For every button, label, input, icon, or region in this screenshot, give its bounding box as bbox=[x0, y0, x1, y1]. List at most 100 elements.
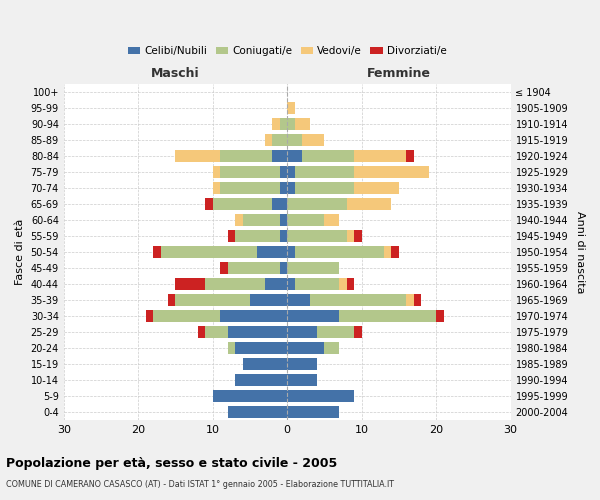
Text: Maschi: Maschi bbox=[151, 68, 200, 80]
Bar bbox=[325, 214, 340, 226]
Bar bbox=[295, 278, 340, 290]
Bar bbox=[220, 310, 287, 322]
Bar bbox=[287, 262, 340, 274]
Bar bbox=[175, 278, 205, 290]
Bar bbox=[227, 406, 287, 418]
Bar bbox=[213, 166, 220, 178]
Bar bbox=[242, 358, 287, 370]
Bar bbox=[287, 102, 295, 114]
Bar bbox=[272, 134, 287, 146]
Bar bbox=[161, 246, 257, 258]
Bar bbox=[227, 262, 280, 274]
Bar bbox=[287, 278, 295, 290]
Bar bbox=[242, 214, 280, 226]
Bar bbox=[354, 150, 406, 162]
Bar bbox=[272, 150, 287, 162]
Bar bbox=[272, 118, 280, 130]
Bar bbox=[235, 230, 280, 242]
Bar bbox=[175, 150, 220, 162]
Bar bbox=[354, 166, 428, 178]
Text: COMUNE DI CAMERANO CASASCO (AT) - Dati ISTAT 1° gennaio 2005 - Elaborazione TUTT: COMUNE DI CAMERANO CASASCO (AT) - Dati I… bbox=[6, 480, 394, 489]
Bar bbox=[272, 198, 287, 210]
Bar bbox=[295, 118, 310, 130]
Bar bbox=[347, 278, 354, 290]
Bar bbox=[406, 150, 414, 162]
Bar bbox=[287, 342, 325, 354]
Bar bbox=[220, 150, 272, 162]
Bar bbox=[175, 294, 250, 306]
Bar bbox=[235, 342, 287, 354]
Bar bbox=[198, 326, 205, 338]
Legend: Celibi/Nubili, Coniugati/e, Vedovi/e, Divorziati/e: Celibi/Nubili, Coniugati/e, Vedovi/e, Di… bbox=[124, 42, 451, 60]
Y-axis label: Fasce di età: Fasce di età bbox=[15, 218, 25, 285]
Bar bbox=[213, 198, 272, 210]
Bar bbox=[287, 150, 302, 162]
Bar bbox=[235, 374, 287, 386]
Bar bbox=[220, 182, 280, 194]
Bar bbox=[153, 310, 220, 322]
Bar bbox=[295, 182, 354, 194]
Bar bbox=[287, 294, 310, 306]
Bar bbox=[280, 182, 287, 194]
Bar bbox=[205, 198, 213, 210]
Bar bbox=[280, 118, 287, 130]
Bar bbox=[287, 374, 317, 386]
Bar bbox=[391, 246, 399, 258]
Bar bbox=[347, 198, 391, 210]
Bar bbox=[220, 262, 227, 274]
Bar bbox=[310, 294, 406, 306]
Bar bbox=[146, 310, 153, 322]
Bar bbox=[227, 326, 287, 338]
Bar bbox=[325, 342, 340, 354]
Bar bbox=[295, 246, 384, 258]
Bar bbox=[227, 342, 235, 354]
Text: Popolazione per età, sesso e stato civile - 2005: Popolazione per età, sesso e stato civil… bbox=[6, 458, 337, 470]
Y-axis label: Anni di nascita: Anni di nascita bbox=[575, 210, 585, 293]
Bar bbox=[280, 214, 287, 226]
Bar bbox=[265, 134, 272, 146]
Bar bbox=[205, 326, 227, 338]
Bar bbox=[153, 246, 161, 258]
Bar bbox=[354, 326, 362, 338]
Bar bbox=[287, 310, 340, 322]
Bar bbox=[168, 294, 175, 306]
Bar bbox=[287, 134, 302, 146]
Bar bbox=[347, 230, 354, 242]
Bar bbox=[287, 214, 325, 226]
Bar bbox=[280, 230, 287, 242]
Bar bbox=[340, 278, 347, 290]
Bar bbox=[317, 326, 354, 338]
Bar bbox=[287, 118, 295, 130]
Bar bbox=[436, 310, 443, 322]
Bar bbox=[287, 182, 295, 194]
Bar bbox=[257, 246, 287, 258]
Bar bbox=[227, 230, 235, 242]
Bar bbox=[354, 230, 362, 242]
Bar bbox=[250, 294, 287, 306]
Bar bbox=[280, 166, 287, 178]
Bar bbox=[287, 326, 317, 338]
Bar bbox=[265, 278, 287, 290]
Bar bbox=[280, 262, 287, 274]
Bar bbox=[287, 246, 295, 258]
Bar bbox=[302, 134, 325, 146]
Bar bbox=[213, 182, 220, 194]
Bar bbox=[287, 230, 347, 242]
Bar bbox=[287, 406, 340, 418]
Bar bbox=[213, 390, 287, 402]
Bar bbox=[287, 166, 295, 178]
Bar bbox=[354, 182, 399, 194]
Bar bbox=[406, 294, 414, 306]
Bar bbox=[287, 390, 354, 402]
Bar bbox=[287, 198, 347, 210]
Bar bbox=[340, 310, 436, 322]
Bar bbox=[384, 246, 391, 258]
Bar bbox=[302, 150, 354, 162]
Bar bbox=[287, 358, 317, 370]
Bar bbox=[220, 166, 280, 178]
Bar bbox=[205, 278, 265, 290]
Bar bbox=[235, 214, 242, 226]
Text: Femmine: Femmine bbox=[367, 68, 431, 80]
Bar bbox=[295, 166, 354, 178]
Bar bbox=[414, 294, 421, 306]
